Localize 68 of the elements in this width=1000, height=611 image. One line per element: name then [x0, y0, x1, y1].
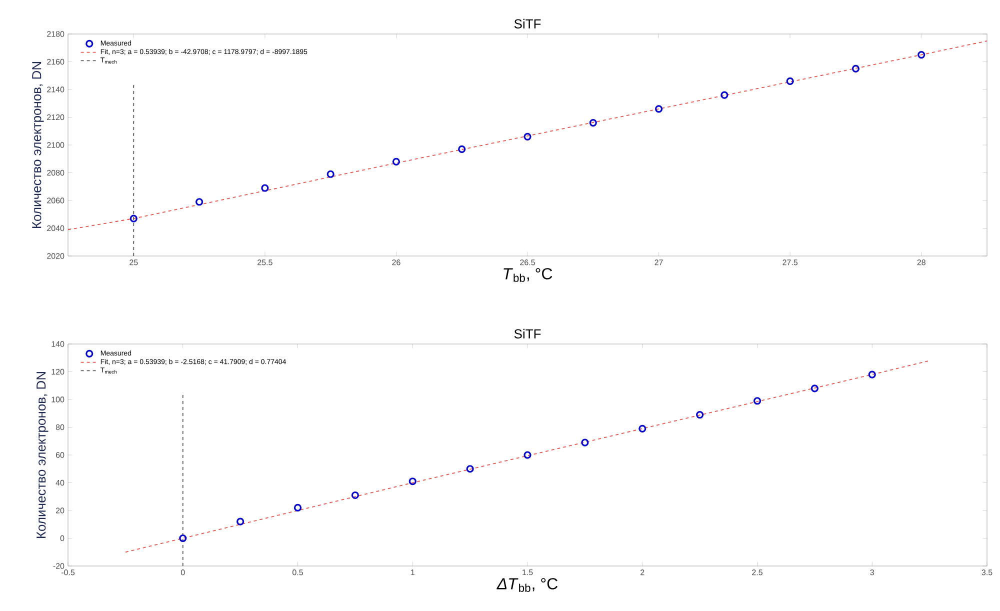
point: [581, 438, 589, 446]
point: [351, 491, 359, 500]
x-tick-label: 26.5: [520, 260, 535, 266]
y-tick-label: 40: [56, 480, 64, 486]
x-tick-label: 0.5: [292, 570, 303, 576]
x-tick-label: 0: [180, 570, 185, 576]
y-tick-label: 2140: [47, 86, 64, 92]
y-tick-label: 2160: [47, 58, 64, 65]
y-tick-label: 80: [56, 424, 64, 430]
y-tick-label: 0: [60, 535, 64, 542]
x-tick-label: -0.5: [61, 570, 75, 576]
point: [638, 424, 646, 432]
point: [130, 214, 138, 222]
chart-title: SiTF: [514, 328, 541, 338]
point: [852, 64, 860, 72]
y-tick-label: 100: [52, 396, 64, 402]
point: [392, 158, 400, 166]
x-tick-label: 25: [130, 260, 138, 266]
y-tick-label: 2020: [47, 253, 64, 259]
point: [326, 170, 334, 178]
y-tick-label: 60: [56, 452, 64, 458]
point: [654, 105, 663, 113]
point: [810, 384, 818, 392]
point: [868, 370, 876, 378]
point: [261, 184, 269, 192]
x-tick-label: 27.5: [782, 260, 798, 266]
chart-title: SiTF: [514, 18, 541, 28]
point: [236, 518, 244, 526]
point: [179, 534, 187, 542]
y-tick-label: 2100: [47, 142, 64, 148]
y-tick-label: 20: [56, 508, 64, 514]
y-axis-title: Количество электронов, DN: [36, 372, 48, 538]
y-tick-label: 2040: [47, 225, 64, 232]
y-tick-label: -20: [53, 563, 64, 569]
point: [408, 478, 416, 486]
point: [918, 51, 926, 59]
point: [589, 119, 597, 127]
x-axis-title: T$_{bb}$, °C: [504, 268, 552, 282]
x-tick-label: 26: [392, 260, 400, 266]
x-tick-label: 28: [917, 260, 926, 266]
point: [524, 132, 532, 140]
point: [294, 504, 302, 512]
y-tick-label: 140: [52, 341, 64, 347]
line-series: [124, 360, 930, 553]
x-tick-label: 3.5: [982, 570, 992, 576]
y-tick-label: 120: [52, 368, 64, 375]
x-tick-label: 2.5: [752, 570, 762, 576]
y-tick-label: 2120: [47, 114, 64, 120]
y-axis-title: Количество электронов, DN: [32, 62, 44, 228]
point: [786, 77, 794, 85]
point: [720, 91, 728, 99]
point: [753, 397, 762, 405]
point: [195, 198, 204, 206]
x-tick-label: 1: [411, 570, 414, 576]
y-tick-label: 2180: [47, 31, 64, 37]
y-tick-label: 2060: [47, 198, 64, 204]
x-tick-label: 25.5: [258, 260, 272, 266]
point: [696, 410, 704, 419]
x-axis-title: ΔT$_{bb}$, °C: [496, 578, 558, 592]
x-tick-label: 1.5: [522, 570, 533, 576]
point: [524, 451, 532, 459]
point: [466, 465, 474, 473]
x-tick-label: 27: [654, 260, 663, 266]
point: [458, 145, 466, 153]
x-tick-label: 2: [640, 570, 644, 576]
y-tick-label: 2080: [47, 170, 64, 176]
line-series: [68, 40, 988, 230]
x-tick-label: 3: [870, 570, 874, 576]
